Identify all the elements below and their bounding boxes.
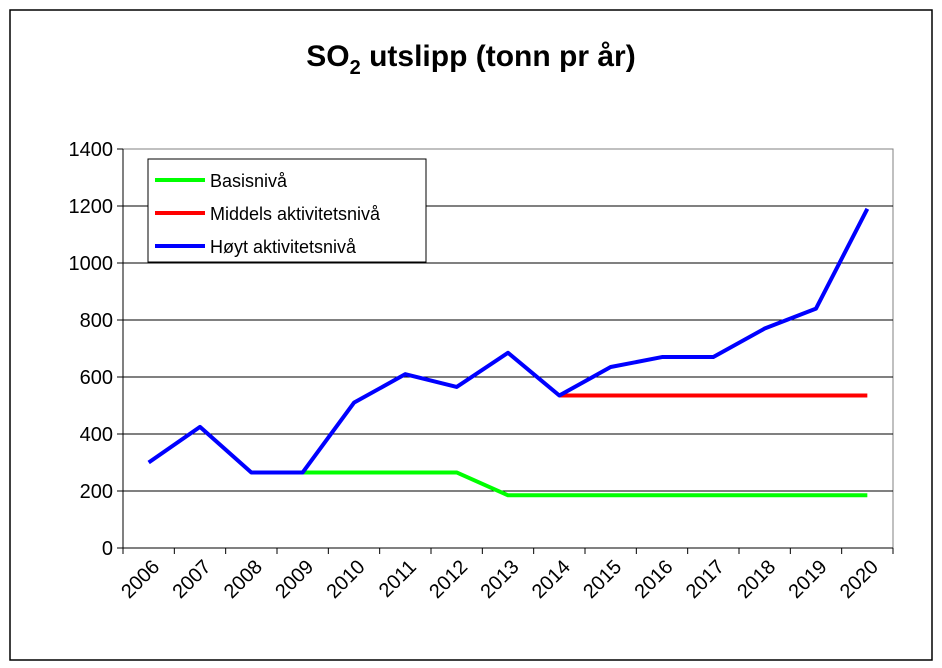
title-subscript: 2 [350,57,361,79]
y-tick-label: 1000 [69,253,114,275]
y-tick-label: 400 [80,424,113,446]
y-tick-label: 1200 [69,196,114,218]
y-tick-label: 1400 [69,139,114,161]
legend-label: Middels aktivitetsnivå [210,204,381,224]
series-line [147,207,870,475]
y-tick-label: 200 [80,481,113,503]
y-tick-label: 0 [102,538,113,560]
legend-label: Høyt aktivitetsnivå [210,237,357,257]
legend-label: Basisnivå [210,171,288,191]
y-tick-label: 800 [80,310,113,332]
title-part: utslipp (tonn pr år) [361,40,636,73]
series-line [302,470,868,498]
title-part: SO [306,40,349,73]
y-tick-label: 600 [80,367,113,389]
chart-title: SO2 utslipp (tonn pr år) [306,40,635,79]
